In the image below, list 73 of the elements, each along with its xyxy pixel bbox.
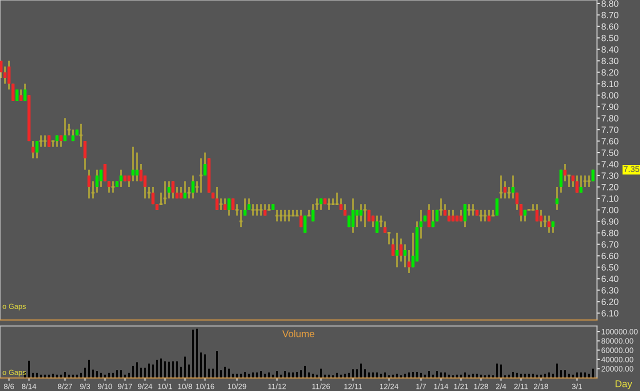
candlestick <box>539 209 543 228</box>
candlestick <box>299 209 303 228</box>
y-tick-label: 8.80 <box>602 0 618 7</box>
y-tick-label: 6.20 <box>602 298 618 306</box>
text: 7.35 <box>624 166 640 172</box>
candlestick <box>183 180 187 200</box>
candlestick <box>311 203 315 222</box>
candlestick <box>355 209 359 228</box>
candlestick <box>23 82 27 102</box>
candlestick <box>555 186 559 211</box>
candlestick <box>519 203 523 222</box>
candlestick <box>451 209 455 222</box>
candlestick <box>383 220 387 234</box>
y-tick-label: 8.00 <box>602 92 618 99</box>
candlestick <box>19 88 23 102</box>
candlestick <box>511 174 515 200</box>
y-tick-label: 8.10 <box>602 80 618 88</box>
candlestick <box>135 152 139 182</box>
candlestick <box>63 117 67 142</box>
candlestick <box>375 214 379 234</box>
candlestick <box>575 174 579 194</box>
y-tick-label: 8.60 <box>602 23 618 30</box>
y-tick-label: 7.00 <box>602 206 618 214</box>
candlestick <box>103 163 107 182</box>
candlestick <box>487 209 491 222</box>
y-tick-label: 7.10 <box>602 195 618 202</box>
candlestick <box>303 214 307 234</box>
candlestick <box>431 209 435 228</box>
y-tick-label: 6.60 <box>602 252 618 260</box>
candlestick <box>459 209 463 222</box>
y-tick-label: 8.70 <box>602 12 618 18</box>
candlestick <box>131 146 135 182</box>
x-axis-title: Day <box>616 380 632 390</box>
candlestick <box>119 168 123 188</box>
candlestick <box>171 180 175 200</box>
y-tick-label: 7.80 <box>602 115 618 122</box>
candlestick <box>31 140 35 160</box>
y-tick-label: 8.40 <box>602 46 618 53</box>
y-tick-label: 6.40 <box>602 276 618 282</box>
candlestick <box>463 203 467 228</box>
candlestick <box>107 180 111 194</box>
candlestick <box>427 203 431 228</box>
chart-title: Volume <box>282 330 314 338</box>
y-tick-label: 7.70 <box>602 126 618 133</box>
candlestick <box>447 209 451 222</box>
candlestick <box>215 186 219 211</box>
y-tick-label: 6.10 <box>602 310 618 316</box>
candlestick <box>179 186 183 200</box>
y-tick-label: 6.70 <box>602 241 618 248</box>
y-tick-label: 7.40 <box>602 160 618 168</box>
y-tick-label: 8.20 <box>602 69 618 76</box>
candlestick <box>191 174 195 200</box>
candlestick <box>563 163 567 182</box>
y-tick-label: 8.50 <box>602 34 618 42</box>
y-tick-label: 6.80 <box>602 230 618 236</box>
candlestick <box>395 232 399 268</box>
candlestick <box>547 214 551 234</box>
candlestick <box>151 186 155 205</box>
y-tick-label: 7.20 <box>602 184 618 190</box>
y-tick-label: 6.50 <box>602 264 618 271</box>
y-tick-label: 7.30 <box>602 172 618 179</box>
y-tick-label: 7.50 <box>602 150 618 156</box>
candlestick <box>339 198 343 211</box>
y-tick-label: 7.90 <box>602 104 618 110</box>
candlestick <box>351 198 355 234</box>
y-tick-label: 6.30 <box>602 287 618 294</box>
candlestick <box>579 174 583 194</box>
y-tick-label: 6.90 <box>602 218 618 225</box>
candlestick <box>223 198 227 211</box>
y-tick-label: 7.60 <box>602 138 618 144</box>
candlestick <box>227 198 231 216</box>
candlestick <box>87 168 91 200</box>
y-tick-label: 8.30 <box>602 58 618 64</box>
